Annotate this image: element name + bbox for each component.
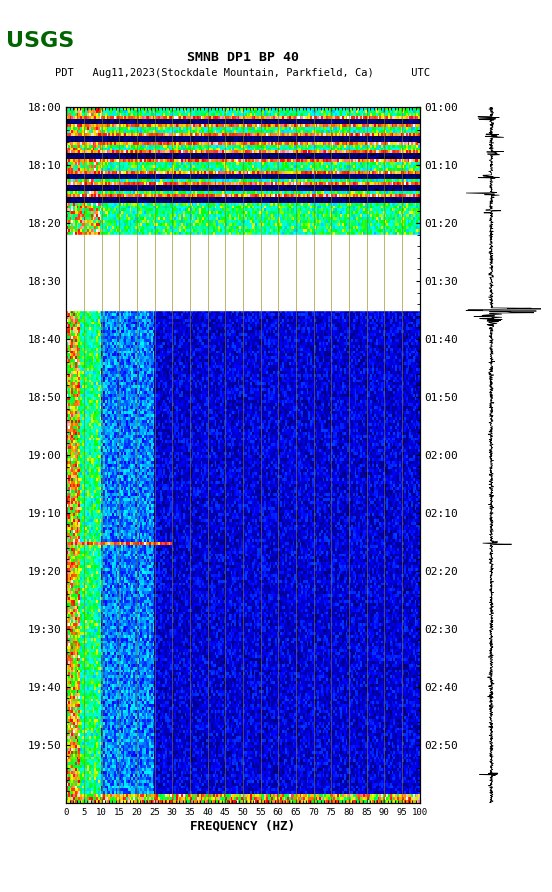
X-axis label: FREQUENCY (HZ): FREQUENCY (HZ) xyxy=(190,820,295,832)
Text: USGS: USGS xyxy=(6,31,74,51)
Bar xyxy=(66,235,420,310)
Text: PDT   Aug11,2023(Stockdale Mountain, Parkfield, Ca)      UTC: PDT Aug11,2023(Stockdale Mountain, Parkf… xyxy=(55,68,431,78)
Text: SMNB DP1 BP 40: SMNB DP1 BP 40 xyxy=(187,52,299,64)
